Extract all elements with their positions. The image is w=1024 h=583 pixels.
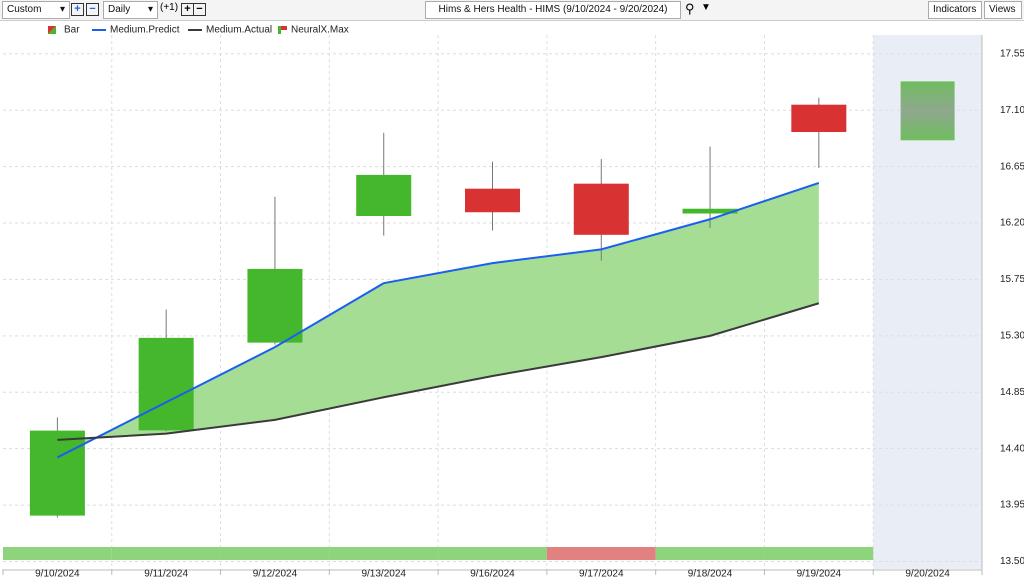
signal-block	[220, 547, 330, 560]
x-tick-label: 9/20/2024	[905, 569, 950, 580]
signal-block	[546, 547, 656, 560]
views-text: Views	[989, 4, 1016, 15]
signal-block	[764, 547, 874, 560]
signal-block	[655, 547, 765, 560]
x-tick-label: 9/13/2024	[361, 569, 406, 580]
y-tick-label: 15.30	[1000, 330, 1024, 341]
period-select[interactable]: Daily ▾	[103, 1, 158, 19]
candle-body	[791, 104, 847, 133]
search-icon[interactable]: ⚲	[685, 1, 695, 16]
y-tick-label: 16.20	[1000, 218, 1024, 229]
x-tick-label: 9/19/2024	[797, 569, 842, 580]
symbol-box[interactable]: Hims & Hers Health - HIMS (9/10/2024 - 9…	[425, 1, 681, 19]
series-line	[57, 302, 820, 441]
legend-icon	[48, 26, 56, 34]
offset-text: (+1)	[160, 2, 179, 13]
candle-body	[138, 337, 194, 431]
series-line	[56, 181, 820, 459]
candle-body	[573, 183, 629, 235]
legend-icon	[278, 26, 281, 34]
y-tick-label: 14.85	[1000, 387, 1024, 398]
views-button[interactable]: Views	[984, 1, 1022, 19]
period-text: Daily	[108, 4, 131, 15]
x-tick-label: 9/17/2024	[579, 569, 624, 580]
signal-block	[438, 547, 547, 560]
band-area	[57, 182, 819, 458]
x-tick-label: 9/10/2024	[35, 569, 80, 580]
y-tick-label: 17.55	[1000, 48, 1024, 59]
chart-title: Hims & Hers Health - HIMS (9/10/2024 - 9…	[438, 4, 668, 15]
signal-block	[329, 547, 439, 560]
x-tick-label: 9/18/2024	[688, 569, 733, 580]
candle-body	[356, 174, 412, 217]
y-tick-label: 13.50	[1000, 556, 1024, 567]
y-tick-label: 17.10	[1000, 105, 1024, 116]
range-select[interactable]: Custom ▾	[2, 1, 70, 19]
offset-minus[interactable]: −	[193, 3, 206, 16]
candle-body	[247, 268, 303, 343]
indicators-button[interactable]: Indicators	[928, 1, 982, 19]
legend-label: NeuralX.Max	[291, 25, 349, 36]
forecast-box	[900, 81, 955, 141]
toolbar: Custom ▾ + − Daily ▾ (+1) + − Hims & Hers …	[0, 0, 1024, 21]
legend-icon	[281, 26, 287, 30]
candle-body	[29, 430, 85, 516]
y-tick-label: 16.65	[1000, 161, 1024, 172]
add-button[interactable]: +	[71, 3, 84, 16]
legend-label: Medium.Predict	[110, 25, 180, 36]
range-text: Custom	[7, 4, 42, 15]
candle-body	[465, 188, 520, 213]
indicators-text: Indicators	[933, 4, 977, 15]
x-tick-label: 9/12/2024	[253, 569, 298, 580]
dropdown-arrow[interactable]: ▼	[701, 2, 711, 13]
y-tick-label: 14.40	[1000, 443, 1024, 454]
legend-label: Bar	[64, 25, 80, 36]
signal-block	[3, 547, 112, 560]
signal-block	[111, 547, 221, 560]
x-tick-label: 9/16/2024	[470, 569, 515, 580]
remove-button[interactable]: −	[86, 3, 99, 16]
y-tick-label: 15.75	[1000, 274, 1024, 285]
legend-label: Medium.Actual	[206, 25, 272, 36]
y-tick-label: 13.95	[1000, 500, 1024, 511]
x-tick-label: 9/11/2024	[144, 569, 188, 580]
